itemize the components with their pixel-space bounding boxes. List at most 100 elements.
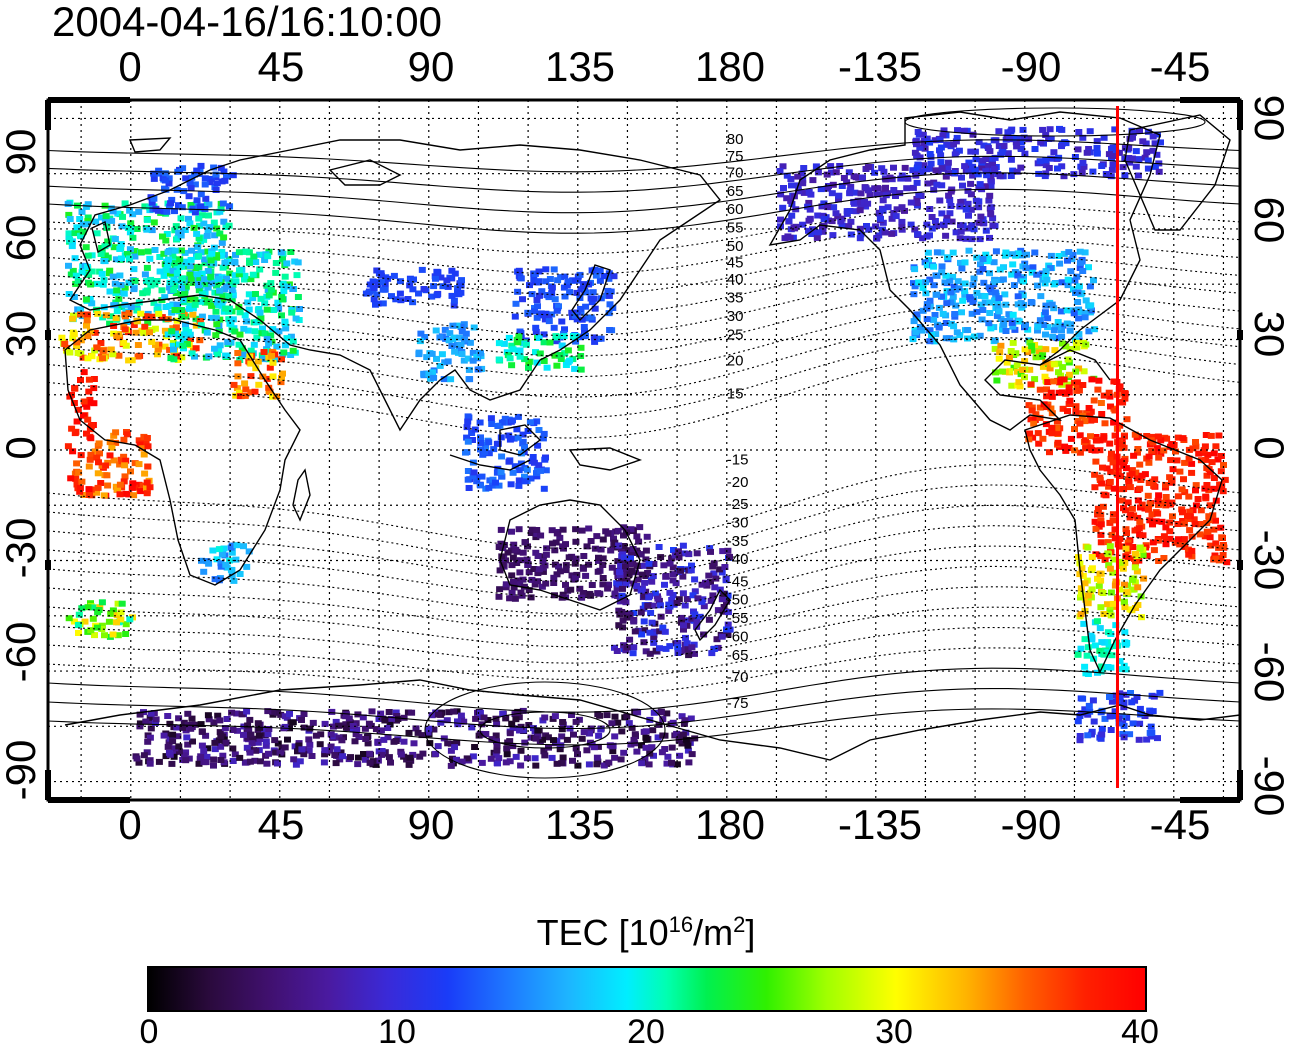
tec-cell [942,173,950,180]
tec-cell [73,460,81,467]
tec-cell [533,359,541,366]
tec-cell [267,286,275,293]
tec-cell [222,305,230,312]
tec-cell [134,353,142,360]
tec-cell [272,269,280,276]
tec-cell [910,318,918,325]
tec-cell [679,542,687,549]
tec-cell [633,748,641,755]
tec-cell [566,289,574,296]
tec-cell [949,249,957,256]
tec-cell [1146,501,1154,508]
tec-cell [1085,146,1093,152]
tec-cell [512,300,520,307]
tec-cell [183,340,191,347]
tec-cell [999,368,1006,375]
tec-cell [169,731,177,738]
tec-cell [992,369,999,376]
tec-cell [702,579,709,586]
tec-cell [980,142,988,149]
tec-cell [650,628,658,635]
tec-cell [930,186,938,193]
tec-cell [410,276,417,283]
tec-cell [673,730,681,737]
tec-cell [1087,417,1095,424]
tec-cell [219,752,227,759]
tec-cell [300,751,308,758]
tec-cell [497,526,505,533]
tec-cell [517,589,525,596]
tec-cell [1109,459,1117,466]
tec-cell [420,286,428,292]
tec-cell [795,188,802,195]
tec-cell [1063,307,1071,314]
contour-line [47,565,1241,631]
tec-cell [1151,163,1159,170]
tec-cell [180,310,188,317]
tec-cell [208,314,216,321]
tec-cell [1092,551,1100,558]
tec-cell [970,226,978,233]
contour-label: -15 [727,452,749,469]
tec-cell [135,437,143,444]
tec-cell [1122,526,1130,533]
tec-cell [130,286,138,293]
tec-cell [1009,339,1017,346]
tec-cell [262,742,270,749]
tec-cell [1211,552,1219,559]
tec-cell [1108,698,1116,705]
tec-cell [956,235,964,242]
tec-cell [156,268,164,275]
tec-cell [336,756,344,763]
tec-cell [1027,299,1035,305]
tec-cell [990,259,998,266]
frame-tick-marks [45,97,1243,803]
tec-cell [533,297,541,303]
tec-cell [116,461,124,468]
tec-cell [973,254,981,261]
tec-cell [530,459,538,466]
tec-cell [1085,702,1093,709]
contour-label: -40 [727,551,749,568]
tec-cell [930,316,938,323]
tec-cell [596,590,604,597]
tec-cell [79,354,87,361]
tec-cell [464,418,472,425]
tec-cell [178,307,185,313]
tec-cell [516,347,524,354]
tec-cell [1064,282,1072,289]
tec-cell [97,251,105,257]
tec-cell [521,473,528,480]
tec-cell [214,351,222,358]
tec-cell [493,738,500,745]
tec-cell [187,185,195,192]
tec-cell [271,356,279,363]
tec-cell [300,711,308,717]
tec-cell [445,337,453,344]
tec-cell [519,296,526,303]
tec-cell [1075,331,1083,338]
tec-cell [1047,135,1055,142]
tec-cell [850,173,858,180]
tec-cell [1079,695,1087,702]
tec-cell [938,182,946,189]
tec-cell [256,309,264,316]
tec-cell [1093,138,1101,145]
tec-cell [440,735,448,742]
tec-cell [136,711,144,718]
tec-cell [946,210,954,217]
tec-cell [208,280,216,287]
tec-cell [1179,509,1186,516]
tec-cell [252,365,260,372]
tec-cell [1055,253,1063,259]
tec-cell [1168,478,1175,485]
tec-cell [1176,541,1184,548]
tec-cell [959,182,966,189]
tec-cell [534,442,542,449]
tec-cell [262,738,270,745]
tec-cell [478,721,486,728]
tec-cell [617,546,625,553]
tec-cell [834,213,842,220]
tec-cell [416,338,424,345]
tec-cell [640,562,648,569]
